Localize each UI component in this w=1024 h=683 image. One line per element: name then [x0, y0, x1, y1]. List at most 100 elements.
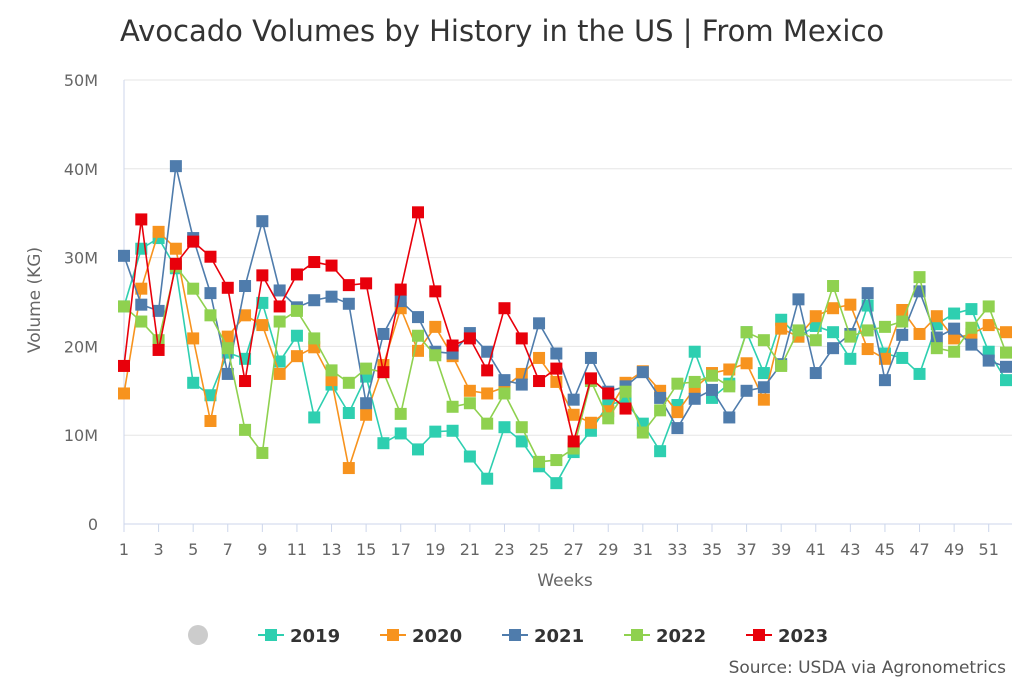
- data-point[interactable]: [135, 315, 148, 328]
- data-point[interactable]: [290, 304, 303, 317]
- data-point[interactable]: [463, 450, 476, 463]
- data-point[interactable]: [844, 298, 857, 311]
- data-point[interactable]: [342, 407, 355, 419]
- data-point[interactable]: [481, 472, 494, 485]
- data-point[interactable]: [861, 324, 874, 337]
- data-point[interactable]: [290, 268, 303, 281]
- data-point[interactable]: [636, 426, 649, 439]
- data-point[interactable]: [982, 300, 995, 313]
- data-point[interactable]: [290, 350, 303, 363]
- series-2021[interactable]: [118, 160, 1012, 435]
- data-point[interactable]: [671, 406, 684, 419]
- series-2019[interactable]: [118, 232, 1012, 490]
- data-point[interactable]: [308, 256, 321, 269]
- data-point[interactable]: [187, 376, 200, 389]
- series-2020[interactable]: [118, 225, 1012, 475]
- data-point[interactable]: [377, 437, 390, 450]
- data-point[interactable]: [118, 387, 130, 400]
- data-point[interactable]: [948, 322, 961, 335]
- data-point[interactable]: [515, 332, 528, 345]
- data-point[interactable]: [827, 326, 840, 339]
- data-point[interactable]: [377, 366, 390, 379]
- data-point[interactable]: [273, 315, 286, 328]
- data-point[interactable]: [221, 330, 234, 343]
- data-point[interactable]: [602, 412, 615, 425]
- data-point[interactable]: [550, 454, 563, 467]
- data-point[interactable]: [463, 384, 476, 397]
- data-point[interactable]: [481, 345, 494, 358]
- data-point[interactable]: [239, 423, 252, 436]
- legend-item-2021[interactable]: 2021: [502, 626, 584, 647]
- data-point[interactable]: [948, 307, 961, 320]
- data-point[interactable]: [533, 351, 546, 364]
- data-point[interactable]: [740, 326, 753, 339]
- data-point[interactable]: [342, 462, 355, 475]
- data-point[interactable]: [394, 407, 407, 420]
- data-point[interactable]: [273, 367, 286, 380]
- data-point[interactable]: [463, 332, 476, 345]
- data-point[interactable]: [844, 352, 857, 365]
- data-point[interactable]: [878, 320, 891, 333]
- data-point[interactable]: [290, 329, 303, 342]
- data-point[interactable]: [342, 376, 355, 389]
- data-point[interactable]: [221, 342, 234, 355]
- data-point[interactable]: [204, 389, 217, 402]
- data-point[interactable]: [429, 285, 442, 298]
- data-point[interactable]: [654, 391, 667, 404]
- data-point[interactable]: [481, 364, 494, 377]
- data-point[interactable]: [861, 287, 874, 300]
- data-point[interactable]: [757, 367, 770, 380]
- data-point[interactable]: [273, 300, 286, 313]
- data-point[interactable]: [412, 443, 424, 456]
- data-point[interactable]: [498, 387, 511, 400]
- data-point[interactable]: [1000, 374, 1012, 387]
- data-point[interactable]: [325, 364, 338, 377]
- data-point[interactable]: [965, 321, 978, 334]
- data-point[interactable]: [169, 160, 182, 173]
- data-point[interactable]: [567, 408, 580, 421]
- data-point[interactable]: [360, 408, 373, 421]
- legend-item-2023[interactable]: 2023: [746, 626, 828, 647]
- data-point[interactable]: [775, 322, 788, 335]
- series-2023[interactable]: [118, 206, 632, 448]
- data-point[interactable]: [584, 416, 597, 429]
- data-point[interactable]: [481, 417, 494, 430]
- data-point[interactable]: [394, 295, 407, 308]
- data-point[interactable]: [688, 345, 701, 358]
- data-point[interactable]: [169, 242, 182, 255]
- data-point[interactable]: [809, 310, 822, 323]
- data-point[interactable]: [446, 339, 459, 352]
- data-point[interactable]: [948, 345, 961, 358]
- data-point[interactable]: [913, 327, 926, 340]
- data-point[interactable]: [429, 320, 442, 333]
- data-point[interactable]: [584, 351, 597, 364]
- data-point[interactable]: [827, 302, 840, 315]
- data-point[interactable]: [775, 359, 788, 372]
- data-point[interactable]: [118, 249, 130, 262]
- data-point[interactable]: [671, 377, 684, 390]
- data-point[interactable]: [429, 349, 442, 362]
- legend-item-2020[interactable]: 2020: [380, 626, 462, 647]
- data-point[interactable]: [342, 279, 355, 292]
- legend-item-2022[interactable]: 2022: [624, 626, 706, 647]
- data-point[interactable]: [308, 294, 321, 307]
- data-point[interactable]: [342, 297, 355, 310]
- data-point[interactable]: [515, 435, 528, 448]
- data-point[interactable]: [1000, 326, 1012, 339]
- data-point[interactable]: [584, 372, 597, 385]
- data-point[interactable]: [533, 375, 546, 388]
- data-point[interactable]: [239, 375, 252, 388]
- legend-toggle-icon[interactable]: [188, 625, 208, 645]
- data-point[interactable]: [325, 374, 338, 387]
- data-point[interactable]: [256, 296, 269, 309]
- data-point[interactable]: [308, 411, 321, 424]
- data-point[interactable]: [896, 351, 909, 364]
- data-point[interactable]: [757, 393, 770, 406]
- data-point[interactable]: [706, 383, 718, 396]
- data-point[interactable]: [827, 342, 840, 355]
- data-point[interactable]: [723, 411, 736, 424]
- data-point[interactable]: [273, 284, 286, 297]
- data-point[interactable]: [498, 421, 511, 434]
- data-point[interactable]: [948, 332, 961, 345]
- data-point[interactable]: [861, 343, 874, 356]
